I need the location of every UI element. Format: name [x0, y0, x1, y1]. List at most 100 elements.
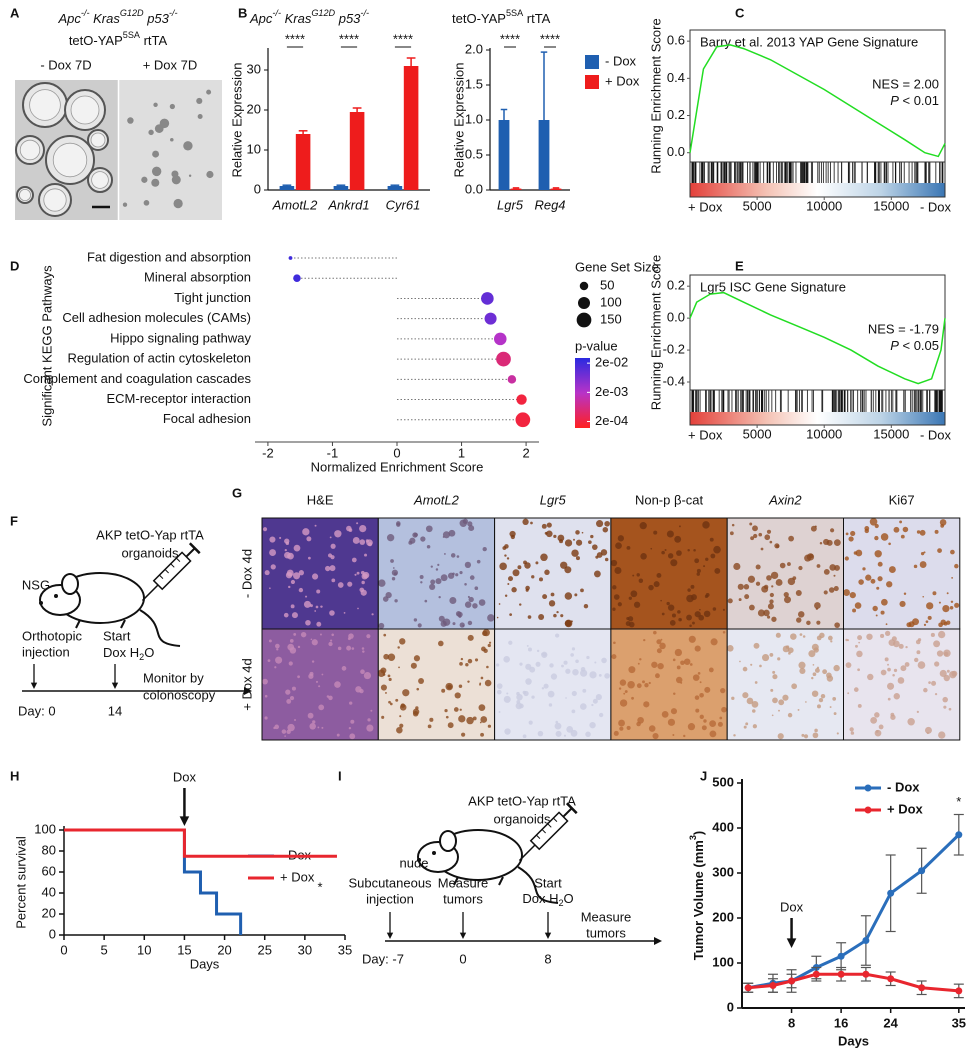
- stain-spot: [286, 569, 294, 577]
- stain-spot: [334, 530, 342, 538]
- stain-spot: [496, 683, 503, 689]
- stain-spot: [469, 575, 475, 580]
- stain-spot: [902, 526, 909, 533]
- column-label: H&E: [307, 492, 334, 507]
- stain-spot: [798, 565, 803, 571]
- stain-spot: [447, 722, 454, 729]
- stain-spot: [881, 598, 888, 606]
- stain-spot: [695, 708, 700, 713]
- mouse-nose: [417, 858, 421, 862]
- stain-spot: [574, 593, 578, 597]
- stain-spot: [592, 698, 598, 704]
- stain-spot: [887, 697, 891, 701]
- stain-spot: [833, 574, 836, 577]
- stain-spot: [538, 614, 545, 620]
- stain-spot: [619, 679, 627, 686]
- significance: *: [317, 879, 322, 894]
- stain-spot: [596, 520, 604, 528]
- stain-spot: [283, 612, 289, 618]
- error-bar: [298, 130, 308, 134]
- stain-spot: [508, 576, 514, 582]
- stain-spot: [293, 572, 301, 580]
- stain-spot: [541, 651, 548, 658]
- stain-spot: [611, 654, 617, 660]
- stain-spot: [788, 535, 795, 542]
- stain-spot: [413, 618, 418, 622]
- stain-spot: [712, 607, 717, 611]
- stain-spot: [876, 586, 880, 590]
- y-tick-label: 0.2: [667, 107, 685, 122]
- stain-spot: [430, 565, 433, 568]
- stain-spot: [386, 534, 395, 542]
- significance: ****: [285, 31, 305, 46]
- y-tick-label: 0: [254, 181, 261, 196]
- stain-spot: [535, 561, 539, 565]
- x-tick-label: Cyr61: [386, 197, 421, 212]
- stain-spot: [742, 692, 749, 699]
- stain-spot: [817, 704, 821, 709]
- stain-spot: [351, 647, 355, 650]
- stain-spot: [775, 544, 780, 549]
- stain-spot: [571, 709, 576, 714]
- y-tick-label: 0.0: [465, 181, 483, 196]
- stain-spot: [275, 643, 280, 649]
- stain-spot: [391, 577, 396, 581]
- stain-spot: [617, 535, 625, 542]
- stain-spot: [916, 710, 919, 714]
- bar: [333, 186, 349, 190]
- point: [887, 975, 895, 983]
- p-label: P < 0.01: [890, 93, 939, 108]
- stain-spot: [836, 732, 839, 735]
- stain-spot: [349, 701, 353, 705]
- rank-colorbar: [690, 183, 945, 197]
- stain-spot: [361, 580, 365, 585]
- stain-spot: [720, 688, 726, 694]
- stain-spot: [464, 601, 472, 608]
- stain-spot: [678, 617, 682, 622]
- barrel-mark: [547, 823, 552, 828]
- mouse-ear: [61, 573, 79, 595]
- condition-label: + Dox 7D: [143, 57, 198, 72]
- stain-spot: [618, 687, 622, 690]
- panel-label: B: [238, 5, 247, 20]
- y-tick-label: 20: [247, 101, 261, 116]
- stain-spot: [388, 677, 392, 682]
- stain-spot: [308, 556, 311, 560]
- dot: [493, 332, 507, 346]
- dot: [516, 394, 527, 405]
- stain-spot: [872, 605, 878, 612]
- legend-label: 100: [600, 294, 622, 309]
- stain-spot: [487, 643, 491, 648]
- construct-part: tetO-YAP: [69, 33, 123, 48]
- stain-spot: [710, 553, 716, 559]
- p-label: P < 0.05: [890, 338, 939, 353]
- stain-spot: [381, 715, 385, 719]
- legend-dot: [578, 297, 590, 309]
- stain-spot: [444, 709, 448, 713]
- stain-spot: [737, 583, 744, 590]
- stain-spot: [420, 581, 423, 584]
- x-axis-label: Normalized Enrichment Score: [311, 459, 484, 474]
- y-tick-label: 0: [727, 999, 734, 1014]
- stain-spot: [640, 553, 647, 560]
- genotype-part: Apc: [57, 11, 81, 26]
- y-tick-label: 40: [42, 884, 56, 899]
- stain-spot: [555, 633, 560, 638]
- stain-spot: [482, 629, 490, 637]
- stain-spot: [926, 732, 929, 735]
- annotation: Dox: [173, 769, 197, 784]
- stain-spot: [424, 599, 428, 603]
- colorbar-label: 2e-02: [595, 355, 628, 370]
- stain-spot: [437, 563, 440, 567]
- stain-spot: [704, 686, 711, 693]
- stain-spot: [833, 586, 839, 592]
- stain-spot: [467, 658, 473, 664]
- stain-spot: [887, 667, 891, 672]
- stain-spot: [655, 673, 660, 679]
- stain-spot: [857, 703, 862, 708]
- y-tick-label: Tight junction: [174, 290, 251, 305]
- chart-title: Barry et al. 2013 YAP Gene Signature: [700, 34, 918, 49]
- stain-spot: [907, 717, 915, 726]
- stain-spot: [811, 676, 814, 680]
